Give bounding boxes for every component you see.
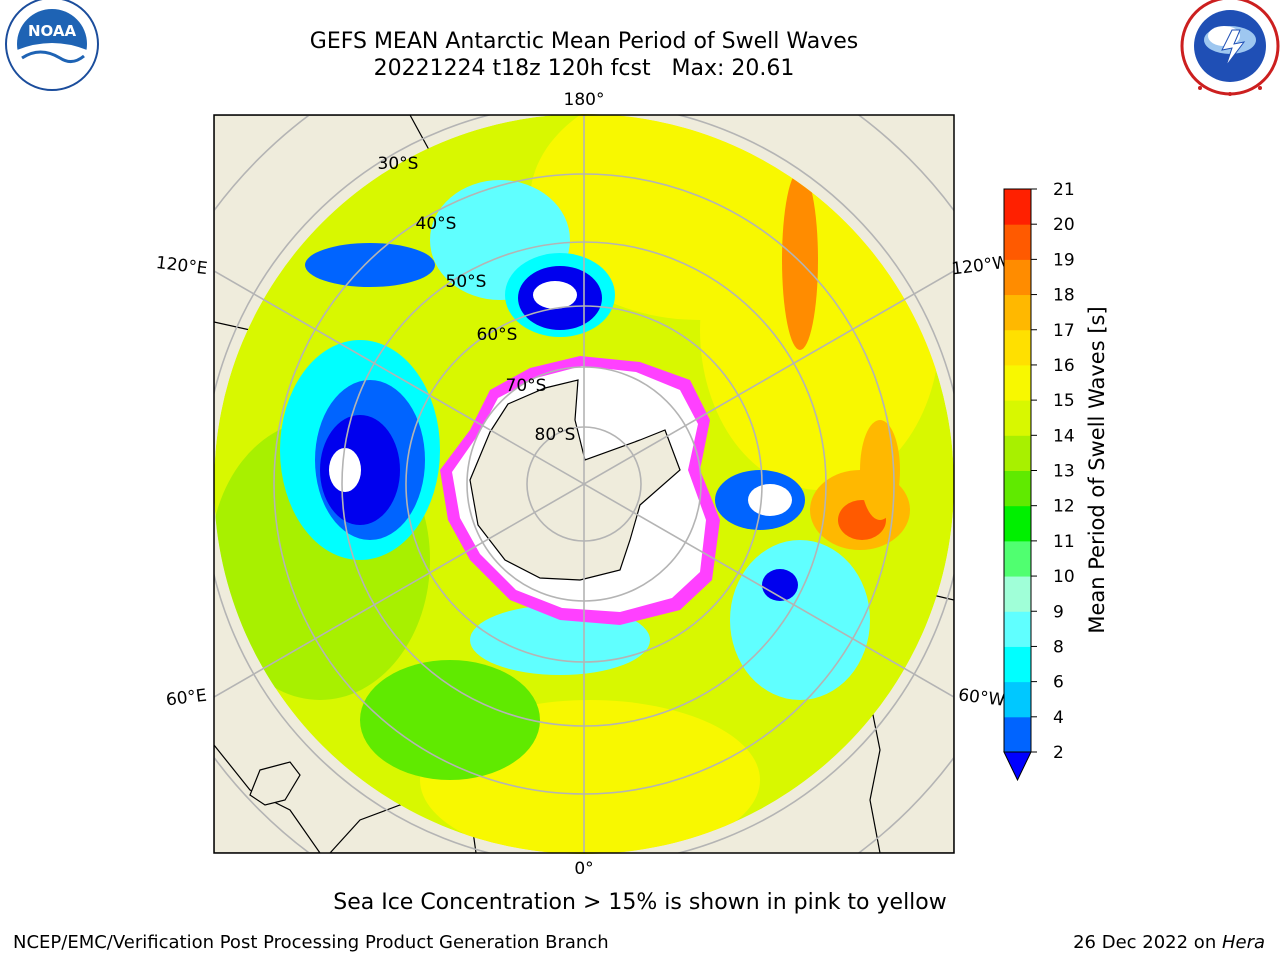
- colorbar-segment: [1004, 716, 1031, 753]
- lon-label-60e: 60°E: [165, 686, 208, 711]
- colorbar-segment: [1004, 189, 1031, 225]
- madagascar-land: [249, 761, 301, 806]
- colorbar-tick-label: 16: [1053, 356, 1075, 376]
- colorbar-tick-label: 18: [1053, 286, 1075, 306]
- lat-label-60s: 60°S: [477, 325, 518, 345]
- producer-credit: NCEP/EMC/Verification Post Processing Pr…: [13, 932, 609, 953]
- colorbar-tick-label: 6: [1053, 673, 1064, 693]
- colorbar-segment: [1004, 294, 1031, 331]
- noaa-logo-text: NOAA: [28, 22, 77, 40]
- colorbar-segment: [1004, 329, 1031, 366]
- lat-label-40s: 40°S: [416, 214, 457, 234]
- colorbar-segment: [1004, 681, 1031, 718]
- colorbar-segment: [1004, 611, 1031, 647]
- map-frame: [213, 114, 955, 854]
- colorbar-segment: [1004, 576, 1031, 612]
- colorbar: 2 4 6 8 9 10 11 12 13 14 15 16 17 18 19 20 21: [1003, 180, 1075, 782]
- colorbar-segment: [1004, 646, 1031, 683]
- run-date: 26 Dec 2022 on Hera: [1073, 932, 1265, 953]
- lon-label-60w: 60°W: [957, 685, 1006, 711]
- nws-logo: [1180, 0, 1280, 96]
- colorbar-tick-label: 13: [1053, 462, 1075, 482]
- colorbar-tick-label: 11: [1053, 532, 1075, 552]
- colorbar-segment: [1004, 224, 1031, 260]
- colorbar-tick-label: 2: [1053, 743, 1064, 763]
- sea-ice-note: Sea Ice Concentration > 15% is shown in …: [333, 890, 947, 915]
- machine-name: Hera: [1221, 932, 1265, 953]
- colorbar-tick-label: 8: [1053, 637, 1064, 657]
- colorbar-tick-label: 14: [1053, 426, 1075, 446]
- run-date-text: 26 Dec 2022 on: [1073, 932, 1222, 953]
- colorbar-segment: [1004, 364, 1031, 401]
- colorbar-title: Mean Period of Swell Waves [s]: [1085, 306, 1109, 634]
- colorbar-tick-label: 12: [1053, 497, 1075, 517]
- colorbar-under-arrow: [1003, 751, 1032, 782]
- map-subtitle: 20221224 t18z 120h fcst Max: 20.61: [373, 56, 795, 81]
- lon-label-0: 0°: [574, 859, 593, 879]
- colorbar-tick-label: 10: [1053, 567, 1075, 587]
- colorbar-tick-label: 17: [1053, 321, 1075, 341]
- map-title: GEFS MEAN Antarctic Mean Period of Swell…: [309, 29, 859, 54]
- colorbar-segment: [1004, 470, 1031, 507]
- lon-label-180: 180°: [564, 90, 605, 110]
- colorbar-tick-label: 15: [1053, 391, 1075, 411]
- lat-label-50s: 50°S: [446, 272, 487, 292]
- colorbar-segment: [1004, 435, 1031, 471]
- colorbar-segment: [1004, 540, 1031, 577]
- colorbar-tick-label: 19: [1053, 250, 1075, 270]
- colorbar-segment: [1004, 400, 1031, 436]
- graticule: [214, 115, 954, 853]
- lat-label-30s: 30°S: [378, 154, 419, 174]
- lon-label-120w: 120°W: [951, 253, 1011, 280]
- colorbar-tick-label: 20: [1053, 215, 1075, 235]
- noaa-logo: NOAA: [5, 0, 99, 91]
- lat-label-70s: 70°S: [506, 376, 547, 396]
- colorbar-segment: [1004, 259, 1031, 296]
- colorbar-segment: [1004, 505, 1031, 542]
- colorbar-tick-label: 9: [1053, 602, 1064, 622]
- colorbar-tick-label: 21: [1053, 180, 1075, 200]
- antarctica: [440, 356, 720, 625]
- lat-label-80s: 80°S: [535, 425, 576, 445]
- lon-label-120e: 120°E: [155, 253, 209, 279]
- colorbar-tick-label: 4: [1053, 708, 1064, 728]
